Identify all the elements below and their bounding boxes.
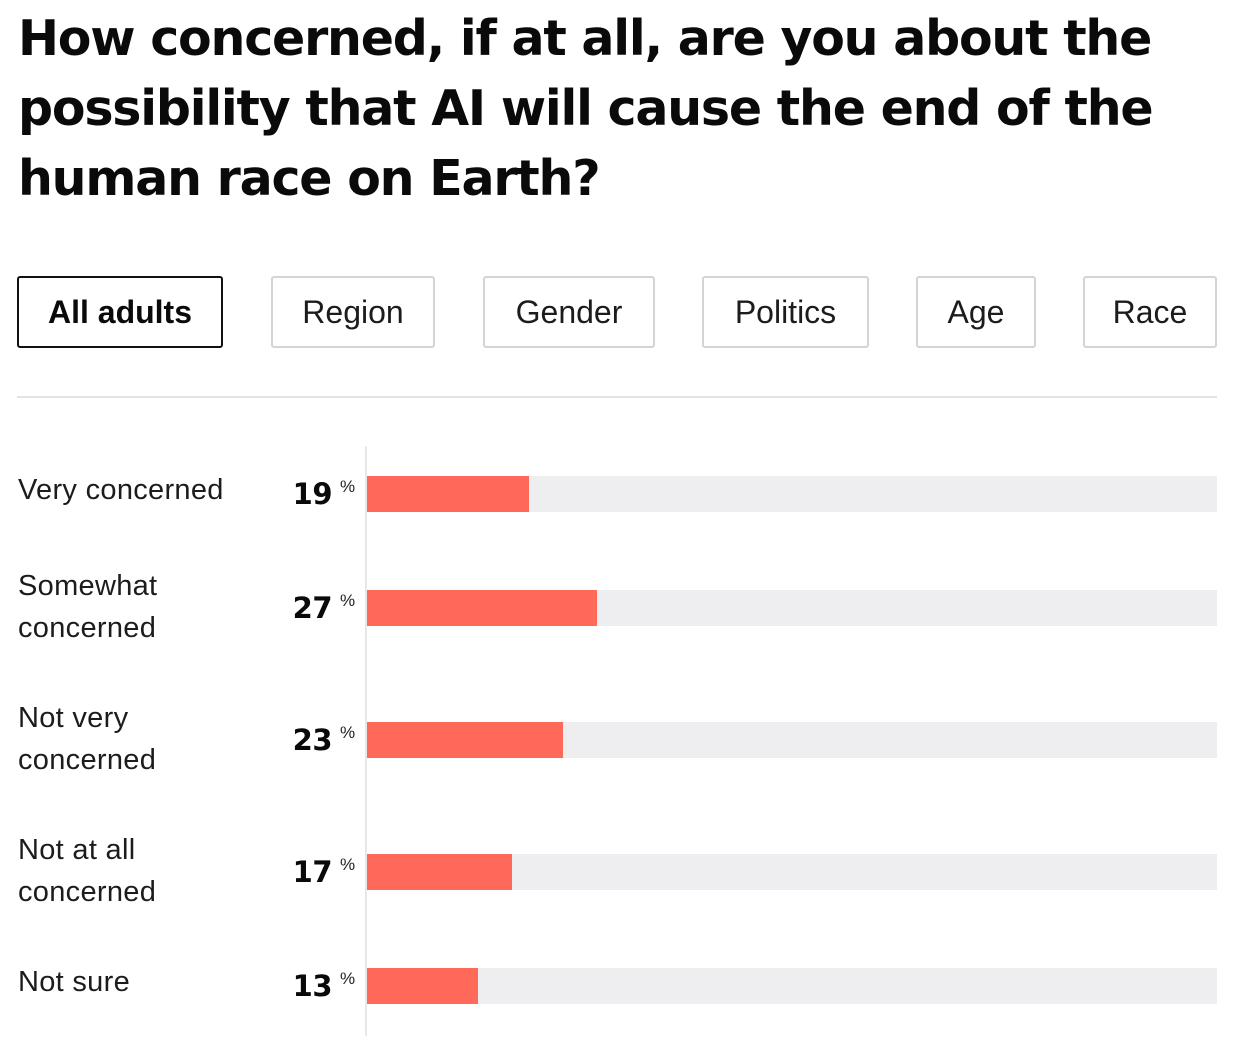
breakdown-tabs: All adults Region Gender Politics Age Ra… — [17, 276, 1217, 348]
percent-sign: % — [340, 969, 356, 988]
bar-track — [367, 722, 1217, 758]
chart-axis-line — [365, 446, 367, 1036]
value-label: 27 — [292, 591, 333, 625]
bar — [367, 854, 512, 890]
category-label: Not at all concerned — [18, 834, 157, 908]
bar — [367, 476, 529, 512]
percent-sign: % — [340, 591, 356, 610]
category-label: Not very concerned — [18, 702, 157, 776]
tab-region[interactable]: Region — [271, 276, 435, 348]
percent-sign: % — [340, 477, 356, 496]
chart-title: How concerned, if at all, are you about … — [18, 10, 1154, 207]
value-label: 19 — [292, 477, 333, 511]
section-divider — [17, 396, 1217, 398]
bar-track — [367, 854, 1217, 890]
tab-politics[interactable]: Politics — [702, 276, 869, 348]
bar-track — [367, 590, 1217, 626]
value-label: 17 — [292, 855, 333, 889]
bar — [367, 722, 563, 758]
value-label: 13 — [292, 969, 333, 1003]
tab-gender[interactable]: Gender — [483, 276, 655, 348]
category-label: Not sure — [18, 966, 130, 998]
percent-sign: % — [340, 855, 356, 874]
value-label: 23 — [292, 723, 333, 757]
percent-sign: % — [340, 723, 356, 742]
tab-age[interactable]: Age — [916, 276, 1036, 348]
bar — [367, 968, 478, 1004]
bar — [367, 590, 597, 626]
bar-track — [367, 476, 1217, 512]
category-label: Somewhat concerned — [18, 570, 158, 644]
category-label: Very concerned — [18, 474, 224, 506]
tab-race[interactable]: Race — [1083, 276, 1217, 348]
bar-track — [367, 968, 1217, 1004]
tab-all-adults[interactable]: All adults — [17, 276, 223, 348]
